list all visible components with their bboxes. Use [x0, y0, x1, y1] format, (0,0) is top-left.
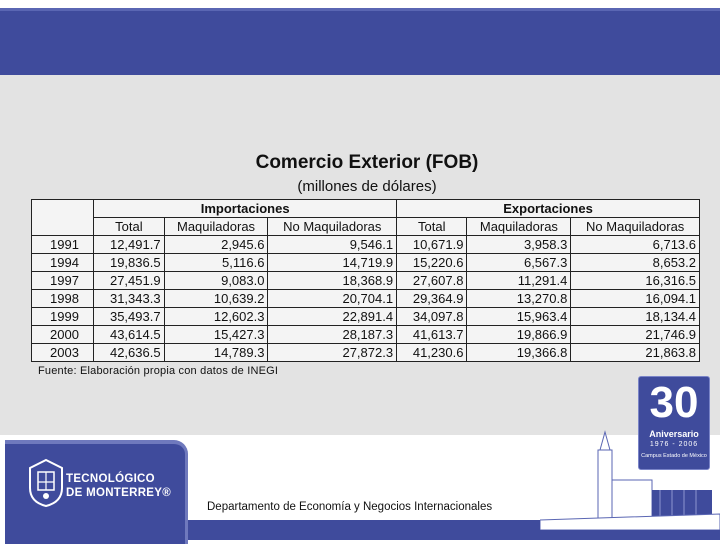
value-cell: 12,602.3 — [163, 307, 269, 326]
value-cell: 31,343.3 — [93, 289, 165, 308]
value-cell: 10,639.2 — [163, 289, 269, 308]
value-cell: 8,653.2 — [570, 253, 700, 272]
value-cell: 29,364.9 — [396, 289, 468, 308]
table-row: 2003 42,636.5 14,789.3 27,872.3 41,230.6… — [30, 343, 700, 362]
column-header: No Maquiladoras — [267, 217, 398, 236]
year-cell: 1994 — [30, 253, 95, 272]
value-cell: 41,230.6 — [396, 343, 468, 362]
value-cell: 5,116.6 — [163, 253, 269, 272]
table-row: 1998 31,343.3 10,639.2 20,704.1 29,364.9… — [30, 289, 700, 308]
column-header: No Maquiladoras — [570, 217, 700, 236]
logo-line-1: TECNOLÓGICO — [66, 473, 155, 485]
value-cell: 34,097.8 — [396, 307, 468, 326]
value-cell: 3,958.3 — [466, 235, 572, 254]
table-row: 1994 19,836.5 5,116.6 14,719.9 15,220.6 … — [30, 253, 700, 272]
value-cell: 13,270.8 — [466, 289, 572, 308]
value-cell: 2,945.6 — [163, 235, 269, 254]
trade-table: Importaciones Exportaciones Total Maquil… — [30, 199, 700, 362]
value-cell: 27,607.8 — [396, 271, 468, 290]
value-cell: 6,713.6 — [570, 235, 700, 254]
group-header-exportaciones: Exportaciones — [396, 199, 700, 218]
group-header-importaciones: Importaciones — [93, 199, 398, 218]
badge-label: Aniversario — [649, 429, 699, 439]
value-cell: 42,636.5 — [93, 343, 165, 362]
table-row: 1999 35,493.7 12,602.3 22,891.4 34,097.8… — [30, 307, 700, 326]
value-cell: 9,083.0 — [163, 271, 269, 290]
value-cell: 28,187.3 — [267, 325, 398, 344]
value-cell: 14,719.9 — [267, 253, 398, 272]
value-cell: 21,746.9 — [570, 325, 700, 344]
value-cell: 14,789.3 — [163, 343, 269, 362]
value-cell: 19,366.8 — [466, 343, 572, 362]
value-cell: 18,368.9 — [267, 271, 398, 290]
column-header: Total — [396, 217, 468, 236]
year-cell: 2000 — [30, 325, 95, 344]
value-cell: 27,872.3 — [267, 343, 398, 362]
year-cell: 1997 — [30, 271, 95, 290]
badge-years: 1976 - 2006 — [649, 441, 699, 448]
column-header: Maquiladoras — [466, 217, 572, 236]
tec-logo-text: TECNOLÓGICO DE MONTERREY® — [66, 472, 171, 500]
value-cell: 19,836.5 — [93, 253, 165, 272]
value-cell: 6,567.3 — [466, 253, 572, 272]
year-cell: 1998 — [30, 289, 95, 308]
value-cell: 35,493.7 — [93, 307, 165, 326]
column-header: Total — [93, 217, 165, 236]
logo-line-2: DE MONTERREY® — [66, 487, 172, 499]
year-cell: 1991 — [30, 235, 95, 254]
slide-subtitle: (millones de dólares) — [297, 178, 437, 195]
value-cell: 19,866.9 — [466, 325, 572, 344]
anniversary-badge: 30 Aniversario 1976 - 2006 Campus Estado… — [638, 376, 710, 470]
value-cell: 15,220.6 — [396, 253, 468, 272]
campus-building-icon — [540, 430, 720, 530]
value-cell: 22,891.4 — [267, 307, 398, 326]
table-group-header-row: Importaciones Exportaciones — [30, 199, 700, 218]
value-cell: 43,614.5 — [93, 325, 165, 344]
source-note: Fuente: Elaboración propia con datos de … — [38, 365, 279, 377]
table-corner-cell — [30, 199, 95, 218]
value-cell: 15,427.3 — [163, 325, 269, 344]
table-row: 1991 12,491.7 2,945.6 9,546.1 10,671.9 3… — [30, 235, 700, 254]
table-row: 1997 27,451.9 9,083.0 18,368.9 27,607.8 … — [30, 271, 700, 290]
value-cell: 10,671.9 — [396, 235, 468, 254]
value-cell: 18,134.4 — [570, 307, 700, 326]
header-band — [0, 8, 720, 78]
tec-seal-icon — [29, 458, 63, 508]
table-corner-cell — [30, 217, 95, 236]
value-cell: 16,316.5 — [570, 271, 700, 290]
year-cell: 1999 — [30, 307, 95, 326]
value-cell: 16,094.1 — [570, 289, 700, 308]
table-column-header-row: Total Maquiladoras No Maquiladoras Total… — [30, 217, 700, 236]
value-cell: 15,963.4 — [466, 307, 572, 326]
table-row: 2000 43,614.5 15,427.3 28,187.3 41,613.7… — [30, 325, 700, 344]
value-cell: 9,546.1 — [267, 235, 398, 254]
value-cell: 12,491.7 — [93, 235, 165, 254]
value-cell: 21,863.8 — [570, 343, 700, 362]
slide-title: Comercio Exterior (FOB) — [255, 152, 479, 173]
footer-logo-panel — [5, 440, 188, 544]
value-cell: 27,451.9 — [93, 271, 165, 290]
department-label: Departamento de Economía y Negocios Inte… — [207, 501, 493, 513]
badge-campus: Campus Estado de México — [641, 453, 707, 459]
column-header: Maquiladoras — [163, 217, 269, 236]
year-cell: 2003 — [30, 343, 95, 362]
value-cell: 20,704.1 — [267, 289, 398, 308]
value-cell: 41,613.7 — [396, 325, 468, 344]
badge-number: 30 — [649, 378, 699, 427]
value-cell: 11,291.4 — [466, 271, 572, 290]
